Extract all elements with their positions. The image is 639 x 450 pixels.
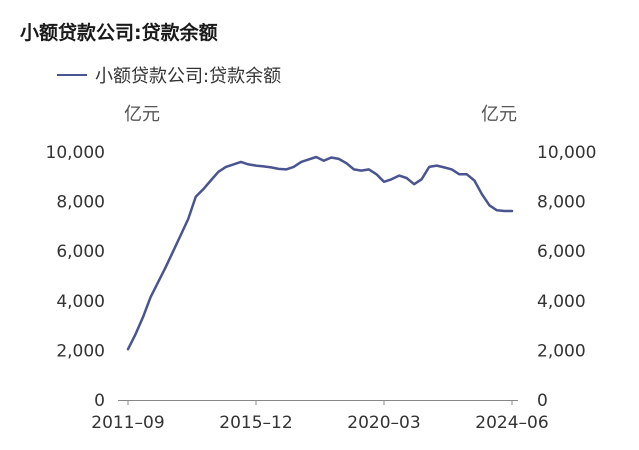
series-line xyxy=(126,155,514,351)
y-axis-unit-right: 亿元 xyxy=(481,104,517,125)
y-tick-label-left: 2,000 xyxy=(56,341,105,361)
y-tick-label-left: 6,000 xyxy=(56,242,105,262)
x-tick-label: 2024–06 xyxy=(475,413,548,433)
y-tick-label-right: 6,000 xyxy=(537,242,586,262)
legend-label: 小额贷款公司:贷款余额 xyxy=(95,66,282,87)
y-tick-label-left: 4,000 xyxy=(56,292,105,312)
y-tick-label-right: 2,000 xyxy=(537,341,586,361)
x-tick-label: 2011–09 xyxy=(91,413,164,433)
y-tick-label-right: 4,000 xyxy=(537,292,586,312)
y-tick-label-left: 8,000 xyxy=(56,193,105,213)
y-tick-label-left: 0 xyxy=(94,391,105,411)
legend: 小额贷款公司:贷款余额 xyxy=(57,62,281,88)
y-tick-label-right: 8,000 xyxy=(537,193,586,213)
y-tick-label-right: 0 xyxy=(537,391,548,411)
y-tick-label-right: 10,000 xyxy=(537,143,596,163)
x-tick-label: 2020–03 xyxy=(347,413,420,433)
y-tick-label-left: 10,000 xyxy=(46,143,105,163)
chart-title: 小额贷款公司:贷款余额 xyxy=(20,22,218,44)
x-tick-label: 2015–12 xyxy=(219,413,292,433)
y-axis-unit-left: 亿元 xyxy=(124,104,160,125)
legend-swatch xyxy=(57,73,87,77)
